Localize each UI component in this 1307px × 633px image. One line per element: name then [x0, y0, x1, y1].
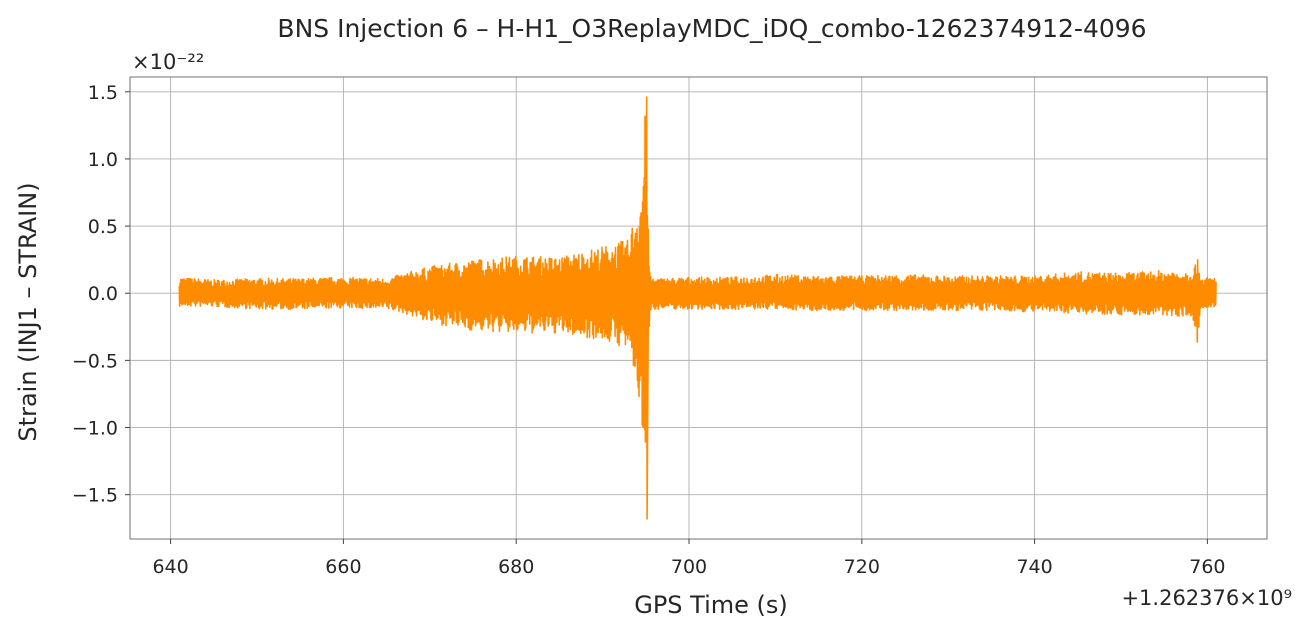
plot-frame — [129, 76, 1268, 540]
x-tick-label: 700 — [671, 556, 707, 578]
y-tick-label: −1.5 — [72, 485, 118, 507]
x-tick-label: 760 — [1189, 556, 1225, 578]
strain-line — [178, 96, 1217, 520]
y-tick-label: −0.5 — [72, 350, 118, 372]
y-tick-label: 1.0 — [88, 149, 118, 171]
y-scale-label: ×10⁻²² — [132, 50, 204, 74]
x-axis-ticks: 640 660 680 700 720 740 760 — [152, 539, 1226, 578]
chart-title: BNS Injection 6 – H-H1_O3ReplayMDC_iDQ_c… — [277, 14, 1146, 43]
y-tick-label: 1.5 — [88, 82, 118, 104]
y-axis-ticks: −1.5 −1.0 −0.5 0.0 0.5 1.0 1.5 — [72, 82, 130, 507]
y-tick-label: 0.0 — [88, 283, 118, 305]
x-tick-label: 680 — [498, 556, 534, 578]
x-tick-label: 640 — [152, 556, 188, 578]
x-tick-label: 660 — [325, 556, 361, 578]
x-offset-label: +1.262376×10⁹ — [1121, 586, 1292, 610]
x-tick-label: 740 — [1016, 556, 1052, 578]
x-axis-label: GPS Time (s) — [634, 591, 788, 619]
y-axis-label: Strain (INJ1 – STRAIN) — [14, 182, 42, 441]
x-tick-label: 720 — [844, 556, 880, 578]
y-tick-label: 0.5 — [88, 216, 118, 238]
y-tick-label: −1.0 — [72, 418, 118, 440]
signal-series — [178, 96, 1217, 520]
